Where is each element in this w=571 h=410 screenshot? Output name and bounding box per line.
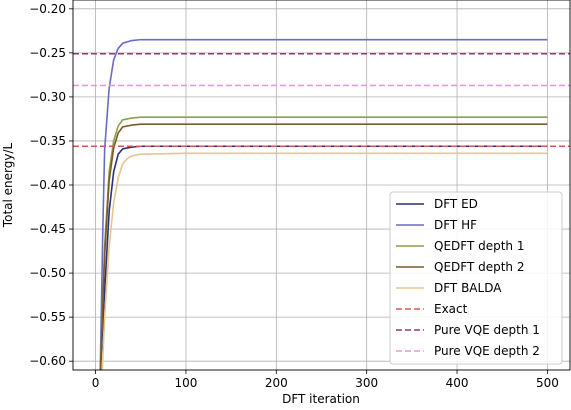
x-tick-label: 100: [175, 376, 198, 390]
legend: DFT ED DFT HF QEDFT depth 1 QEDFT depth 2 DF…: [389, 191, 563, 365]
y-tick-label: −0.60: [29, 354, 66, 368]
y-tick-label: −0.40: [29, 178, 66, 192]
series-layer: [73, 38, 570, 370]
y-tick-label: −0.20: [29, 2, 66, 16]
legend-box: [389, 191, 563, 365]
y-tick-label: −0.30: [29, 90, 66, 104]
legend-label-pure-vqe-depth-1: Pure VQE depth 1: [434, 323, 540, 337]
y-tick-label: −0.35: [29, 134, 66, 148]
series-line-qedft-depth-2: [99, 123, 548, 370]
legend-label-pure-vqe-depth-2: Pure VQE depth 2: [434, 344, 540, 358]
legend-label-qedft-depth-2: QEDFT depth 2: [434, 260, 524, 274]
x-tick-label: 400: [446, 376, 469, 390]
x-tick-label: 200: [265, 376, 288, 390]
x-tick-label: 500: [536, 376, 559, 390]
legend-label-dft-balda: DFT BALDA: [434, 281, 502, 295]
y-tick-label: −0.50: [29, 266, 66, 280]
y-tick-label: −0.25: [29, 46, 66, 60]
x-axis-label: DFT iteration: [282, 392, 360, 406]
y-axis-ticks: −0.60 −0.55 −0.50 −0.45 −0.40 −0.35 −0.30 −0.25…: [29, 2, 73, 368]
series-line-qedft-depth-1: [99, 116, 548, 370]
x-tick-label: 300: [355, 376, 378, 390]
x-tick-label: 0: [92, 376, 100, 390]
series-line-dft-hf: [99, 38, 548, 370]
legend-label-exact: Exact: [434, 302, 468, 316]
legend-label-dft-ed: DFT ED: [434, 197, 478, 211]
y-tick-label: −0.55: [29, 310, 66, 324]
series-line-dft-balda: [101, 152, 548, 370]
y-tick-label: −0.45: [29, 222, 66, 236]
y-axis-label: Total energy/L: [1, 143, 15, 229]
legend-label-dft-hf: DFT HF: [434, 218, 477, 232]
legend-label-qedft-depth-1: QEDFT depth 1: [434, 239, 524, 253]
x-axis-ticks: 0 100 200 300 400 500: [92, 370, 559, 390]
